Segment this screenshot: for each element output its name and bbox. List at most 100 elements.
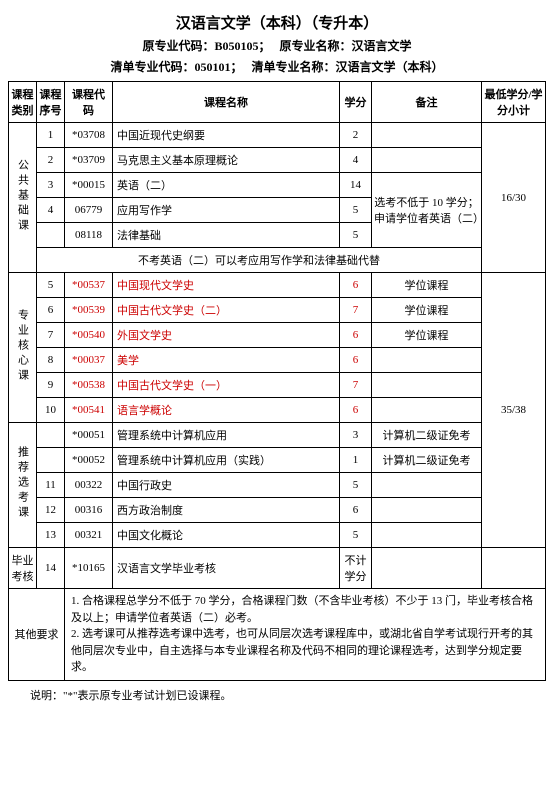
cell-credit: 6: [340, 398, 372, 423]
cell-credit: 6: [340, 323, 372, 348]
grad-min: [482, 548, 546, 589]
cell-credit: 1: [340, 448, 372, 473]
cat-public: 公共基础课: [9, 123, 37, 273]
table-row: 2 *03709 马克思主义基本原理概论 4: [9, 148, 546, 173]
footnote: 说明："*"表示原专业考试计划已设课程。: [8, 687, 546, 703]
cell-seq: [37, 423, 65, 448]
subtitle-1: 原专业代码：B050105； 原专业名称：汉语言文学: [8, 37, 546, 54]
table-row: 9 *00538 中国古代文学史（一） 7: [9, 373, 546, 398]
col-name: 课程名称: [113, 82, 340, 123]
core-min: 35/38: [482, 273, 546, 548]
cell-name: 管理系统中计算机应用（实践）: [113, 448, 340, 473]
cell-credit: 14: [340, 173, 372, 198]
cell-seq: 2: [37, 148, 65, 173]
table-row: 毕业考核 14 *10165 汉语言文学毕业考核 不计学分: [9, 548, 546, 589]
table-row: 推荐选考课 *00051 管理系统中计算机应用 3 计算机二级证免考: [9, 423, 546, 448]
table-row: 8 *00037 美学 6: [9, 348, 546, 373]
cell-seq: [37, 448, 65, 473]
cell-remark: [372, 373, 482, 398]
col-min: 最低学分/学分小计: [482, 82, 546, 123]
cell-seq: [37, 223, 65, 248]
cell-seq: 5: [37, 273, 65, 298]
cell-seq: 11: [37, 473, 65, 498]
cell-code: *10165: [65, 548, 113, 589]
cell-remark: [372, 523, 482, 548]
cell-credit: 5: [340, 523, 372, 548]
cell-credit: 3: [340, 423, 372, 448]
other-notes: 1. 合格课程总学分不低于 70 学分，合格课程门数（不含毕业考核）不少于 13…: [65, 589, 546, 681]
cell-code: *00539: [65, 298, 113, 323]
page-title: 汉语言文学（本科）（专升本）: [8, 12, 546, 33]
col-seq: 课程序号: [37, 82, 65, 123]
cell-credit: 5: [340, 198, 372, 223]
cell-remark: [372, 398, 482, 423]
other-note-2: 2. 选考课可从推荐选考课中选考，也可从同层次选考课程库中，或湖北省自学考试现行…: [71, 626, 539, 676]
cell-code: *00015: [65, 173, 113, 198]
cell-remark: [372, 123, 482, 148]
cell-code: *00052: [65, 448, 113, 473]
cell-name: 应用写作学: [113, 198, 340, 223]
cell-code: 08118: [65, 223, 113, 248]
cell-name: 法律基础: [113, 223, 340, 248]
table-row: 公共基础课 1 *03708 中国近现代史纲要 2 16/30: [9, 123, 546, 148]
cell-name: 中国近现代史纲要: [113, 123, 340, 148]
col-credit: 学分: [340, 82, 372, 123]
cell-credit: 6: [340, 273, 372, 298]
list-name: 汉语言文学（本科）: [336, 60, 444, 74]
cat-elective: 推荐选考课: [9, 423, 37, 548]
cell-remark: [372, 473, 482, 498]
cell-code: *00540: [65, 323, 113, 348]
cell-code: *00037: [65, 348, 113, 373]
cell-seq: 14: [37, 548, 65, 589]
other-row: 其他要求 1. 合格课程总学分不低于 70 学分，合格课程门数（不含毕业考核）不…: [9, 589, 546, 681]
header-row: 课程类别 课程序号 课程代码 课程名称 学分 备注 最低学分/学分小计: [9, 82, 546, 123]
cell-name: 西方政治制度: [113, 498, 340, 523]
cell-credit: 不计学分: [340, 548, 372, 589]
cell-seq: 8: [37, 348, 65, 373]
cell-seq: 4: [37, 198, 65, 223]
cell-seq: 12: [37, 498, 65, 523]
table-row: 3 *00015 英语（二） 14 选考不低于 10 学分；申请学位者英语（二）: [9, 173, 546, 198]
cell-credit: 2: [340, 123, 372, 148]
cat-other: 其他要求: [9, 589, 65, 681]
cell-remark: 计算机二级证免考: [372, 423, 482, 448]
cell-code: *00541: [65, 398, 113, 423]
table-row: 10 *00541 语言学概论 6: [9, 398, 546, 423]
list-code: 050101；: [194, 60, 242, 74]
col-code: 课程代码: [65, 82, 113, 123]
list-name-label: 清单专业名称：: [252, 60, 336, 74]
cell-name: 中国行政史: [113, 473, 340, 498]
public-note: 不考英语（二）可以考应用写作学和法律基础代替: [37, 248, 482, 273]
cell-seq: 1: [37, 123, 65, 148]
list-code-label: 清单专业代码：: [110, 60, 194, 74]
cell-name: 中国现代文学史: [113, 273, 340, 298]
cell-code: 00316: [65, 498, 113, 523]
cell-seq: 7: [37, 323, 65, 348]
table-row: 专业核心课 5 *00537 中国现代文学史 6 学位课程 35/38: [9, 273, 546, 298]
public-min: 16/30: [482, 123, 546, 273]
cell-remark: [372, 548, 482, 589]
cell-name: 中国文化概论: [113, 523, 340, 548]
cell-name: 外国文学史: [113, 323, 340, 348]
orig-name-label: 原专业名称：: [280, 39, 352, 53]
cell-name: 马克思主义基本原理概论: [113, 148, 340, 173]
cell-credit: 7: [340, 298, 372, 323]
cell-remark: 学位课程: [372, 273, 482, 298]
table-row: *00052 管理系统中计算机应用（实践） 1 计算机二级证免考: [9, 448, 546, 473]
cell-code: *03708: [65, 123, 113, 148]
cell-name: 中国古代文学史（二）: [113, 298, 340, 323]
cell-remark: 学位课程: [372, 323, 482, 348]
table-row: 13 00321 中国文化概论 5: [9, 523, 546, 548]
orig-name: 汉语言文学: [352, 39, 412, 53]
col-cat: 课程类别: [9, 82, 37, 123]
cat-core: 专业核心课: [9, 273, 37, 423]
cell-name: 中国古代文学史（一）: [113, 373, 340, 398]
cell-remark: [372, 348, 482, 373]
course-table: 课程类别 课程序号 课程代码 课程名称 学分 备注 最低学分/学分小计 公共基础…: [8, 81, 546, 681]
subtitle-2: 清单专业代码：050101； 清单专业名称：汉语言文学（本科）: [8, 58, 546, 75]
table-row: 7 *00540 外国文学史 6 学位课程: [9, 323, 546, 348]
cell-code: *00051: [65, 423, 113, 448]
cell-name: 语言学概论: [113, 398, 340, 423]
cell-name: 汉语言文学毕业考核: [113, 548, 340, 589]
public-remark: 选考不低于 10 学分；申请学位者英语（二）: [372, 173, 482, 248]
